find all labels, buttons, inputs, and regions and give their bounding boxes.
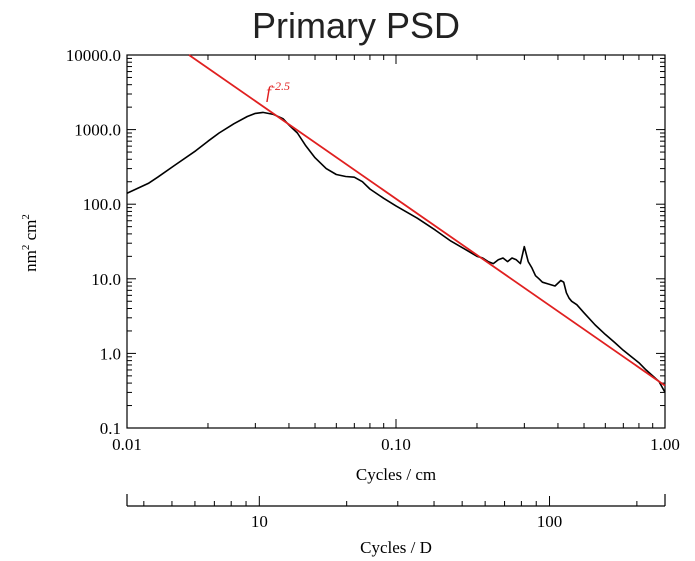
secondary-tick-label: 100 xyxy=(537,512,563,531)
x-ticks: 0.01 0.10 1.00 xyxy=(112,55,680,454)
y-tick-label: 10000.0 xyxy=(66,46,121,65)
y-ticks: 10000.0 1000.0 100.0 10.0 1.0 0.1 xyxy=(66,46,665,438)
secondary-tick-label: 10 xyxy=(251,512,268,531)
y-tick-label: 1.0 xyxy=(100,344,121,363)
x-tick-label: 1.00 xyxy=(650,435,680,454)
plot-frame xyxy=(126,54,666,429)
x-axis-label: Cycles / cm xyxy=(356,465,436,484)
y-axis-label: nm2 cm2 xyxy=(20,214,40,272)
y-tick-label: 1000.0 xyxy=(74,121,121,140)
series-layer: f-2.5 xyxy=(126,54,666,393)
secondary-axis-label: Cycles / D xyxy=(360,538,432,557)
power-law-annotation: f-2.5 xyxy=(266,79,290,102)
secondary-ticks: 10 100 xyxy=(126,494,666,531)
y-tick-label: 10.0 xyxy=(91,270,121,289)
y-tick-label: 0.1 xyxy=(100,419,121,438)
power-law-fit-line xyxy=(188,54,666,387)
secondary-x-axis: 10 100 Cycles / D xyxy=(126,494,666,557)
x-tick-label: 0.10 xyxy=(381,435,411,454)
x-tick-label: 0.01 xyxy=(112,435,142,454)
chart-title: Primary PSD xyxy=(252,5,460,46)
plot-area: 0.01 0.10 1.00 10000.01000.0100.010.01.00.… xyxy=(66,46,680,454)
psd-curve xyxy=(126,111,666,393)
y-tick-label: 100.0 xyxy=(83,195,121,214)
